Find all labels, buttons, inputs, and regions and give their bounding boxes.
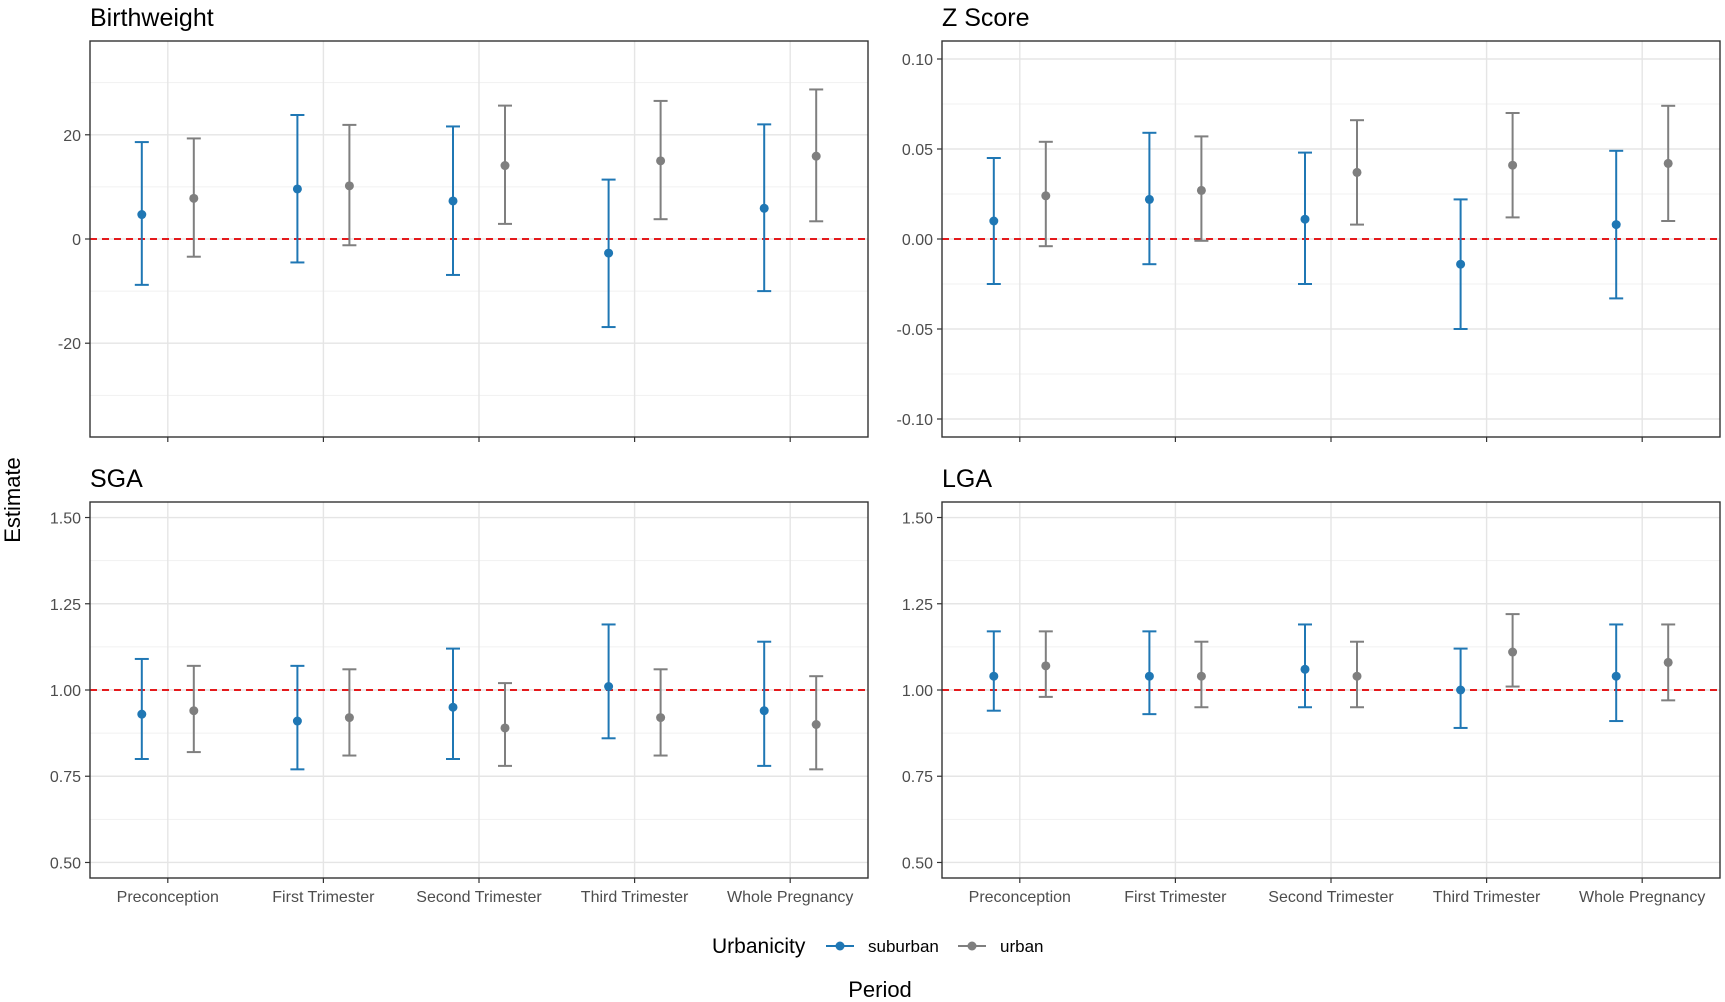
estimate-point (759, 203, 769, 213)
y-tick-label: 0.10 (902, 52, 933, 69)
x-tick-label: Second Trimester (1268, 889, 1394, 906)
estimate-point (189, 706, 199, 716)
y-tick-label: 1.50 (902, 511, 933, 528)
legend-key-point (967, 941, 977, 951)
estimate-point (1196, 671, 1206, 681)
legend-label: suburban (868, 937, 939, 956)
legend-title: Urbanicity (712, 935, 806, 958)
y-tick-label: 0 (72, 232, 81, 249)
estimate-point (292, 184, 302, 194)
estimate-point (811, 719, 821, 729)
legend-item-suburban: suburban (826, 937, 939, 956)
x-tick-label: Preconception (117, 889, 219, 906)
y-tick-label: 0.50 (902, 855, 933, 872)
panel-title: LGA (942, 465, 992, 493)
x-tick-label: Second Trimester (416, 889, 542, 906)
estimate-point (1196, 185, 1206, 195)
x-tick-label: First Trimester (272, 889, 375, 906)
x-tick-label: Preconception (969, 889, 1071, 906)
estimate-point (1144, 194, 1154, 204)
estimate-point (1144, 671, 1154, 681)
estimate-point (1456, 685, 1466, 695)
estimate-point (137, 709, 147, 719)
y-tick-label: 0.75 (902, 769, 933, 786)
panel-sga: SGA 0.50 0.75 1.00 1.25 1.50 Preconception Firs… (50, 465, 869, 906)
estimate-point (811, 151, 821, 161)
y-tick-label: 0.05 (902, 142, 933, 159)
series-urban (1038, 613, 1676, 709)
estimate-point (604, 248, 614, 258)
y-tick-label: -0.10 (897, 412, 934, 429)
series-urban (1038, 104, 1676, 248)
estimate-point (500, 723, 510, 733)
estimate-point (759, 706, 769, 716)
estimate-point (1456, 259, 1466, 269)
series-suburban (134, 113, 772, 329)
legend-label: urban (1000, 937, 1043, 956)
estimate-point (1352, 671, 1362, 681)
panel-birthweight: Birthweight -20 0 20 (58, 4, 869, 442)
estimate-point (1663, 158, 1673, 168)
y-tick-label: 1.25 (50, 597, 81, 614)
series-urban (186, 88, 824, 258)
legend: Urbanicity suburban urban (712, 935, 1043, 958)
estimate-point (989, 216, 999, 226)
estimate-point (1041, 191, 1051, 201)
y-tick-label: 0.50 (50, 855, 81, 872)
legend-key-point (835, 941, 845, 951)
y-tick-label: -20 (58, 336, 81, 353)
estimate-point (656, 156, 666, 166)
estimate-point (1300, 664, 1310, 674)
estimate-point (1508, 160, 1518, 170)
legend-item-urban: urban (958, 937, 1043, 956)
y-tick-label: 1.25 (902, 597, 933, 614)
panel-title: SGA (90, 465, 143, 493)
estimate-point (989, 671, 999, 681)
estimate-point (1663, 657, 1673, 667)
estimate-point (1300, 214, 1310, 224)
y-tick-label: 1.00 (902, 683, 933, 700)
panel-title: Birthweight (90, 4, 214, 32)
x-tick-label: Whole Pregnancy (727, 889, 853, 906)
y-tick-label: 1.50 (50, 511, 81, 528)
x-axis-title: Period (848, 977, 912, 1002)
estimate-point (1508, 647, 1518, 657)
y-tick-label: 20 (63, 128, 81, 145)
estimate-point (1041, 661, 1051, 671)
series-suburban (986, 131, 1624, 330)
estimate-point (189, 193, 199, 203)
estimate-point (292, 716, 302, 726)
series-suburban (986, 623, 1624, 729)
estimate-point (500, 161, 510, 171)
x-tick-label: Whole Pregnancy (1579, 889, 1705, 906)
estimate-point (137, 210, 147, 220)
estimate-point (448, 702, 458, 712)
series-suburban (134, 623, 772, 771)
estimate-point (344, 713, 354, 723)
estimate-point (448, 196, 458, 206)
panel-lga: LGA 0.50 0.75 1.00 1.25 1.50 Preconception Firs… (902, 465, 1721, 906)
y-tick-label: 1.00 (50, 683, 81, 700)
estimate-point (656, 713, 666, 723)
x-tick-label: Third Trimester (581, 889, 689, 906)
y-axis-title: Estimate (0, 457, 25, 543)
x-tick-label: First Trimester (1124, 889, 1227, 906)
panel-title: Z Score (942, 4, 1030, 32)
series-urban (186, 664, 824, 771)
y-tick-label: 0.00 (902, 232, 933, 249)
estimate-point (344, 181, 354, 191)
estimate-point (1352, 167, 1362, 177)
estimate-point (1611, 671, 1621, 681)
estimate-point (604, 682, 614, 692)
y-tick-label: 0.75 (50, 769, 81, 786)
panel-z-score: Z Score -0.10 -0.05 0.00 0.05 0.10 (897, 4, 1721, 442)
x-tick-label: Third Trimester (1433, 889, 1541, 906)
y-tick-label: -0.05 (897, 322, 934, 339)
estimate-point (1611, 220, 1621, 230)
